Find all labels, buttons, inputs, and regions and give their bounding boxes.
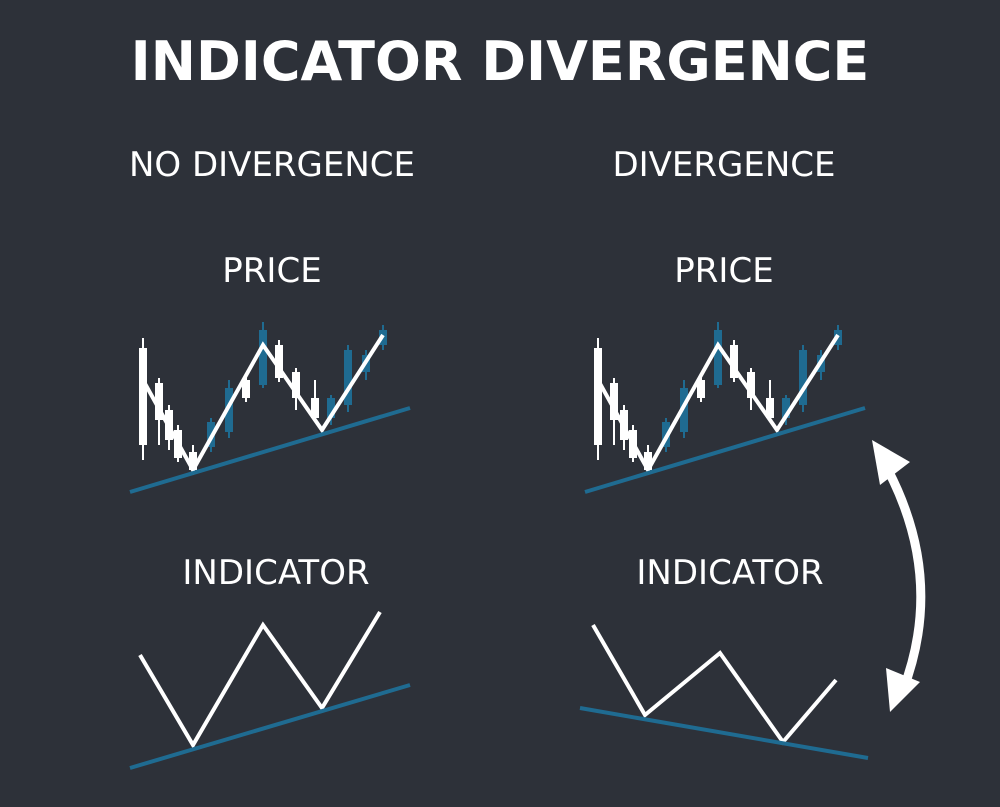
- panel-heading: NO DIVERGENCE: [129, 145, 415, 185]
- candlesticks: [129, 322, 411, 494]
- price-label: PRICE: [674, 251, 773, 291]
- panel-heading: DIVERGENCE: [612, 145, 835, 185]
- indicator-trend: [129, 683, 411, 770]
- indicator-label: INDICATOR: [182, 553, 369, 593]
- indicator-line: [591, 623, 838, 746]
- price-label: PRICE: [222, 251, 321, 291]
- arrow: [884, 467, 926, 692]
- title: INDICATOR DIVERGENCE: [131, 30, 870, 93]
- arrow-head: [872, 440, 910, 485]
- indicator-line: [138, 610, 382, 749]
- indicator-label: INDICATOR: [636, 553, 823, 593]
- arrow-head: [886, 668, 920, 712]
- indicator-trend: [579, 706, 869, 760]
